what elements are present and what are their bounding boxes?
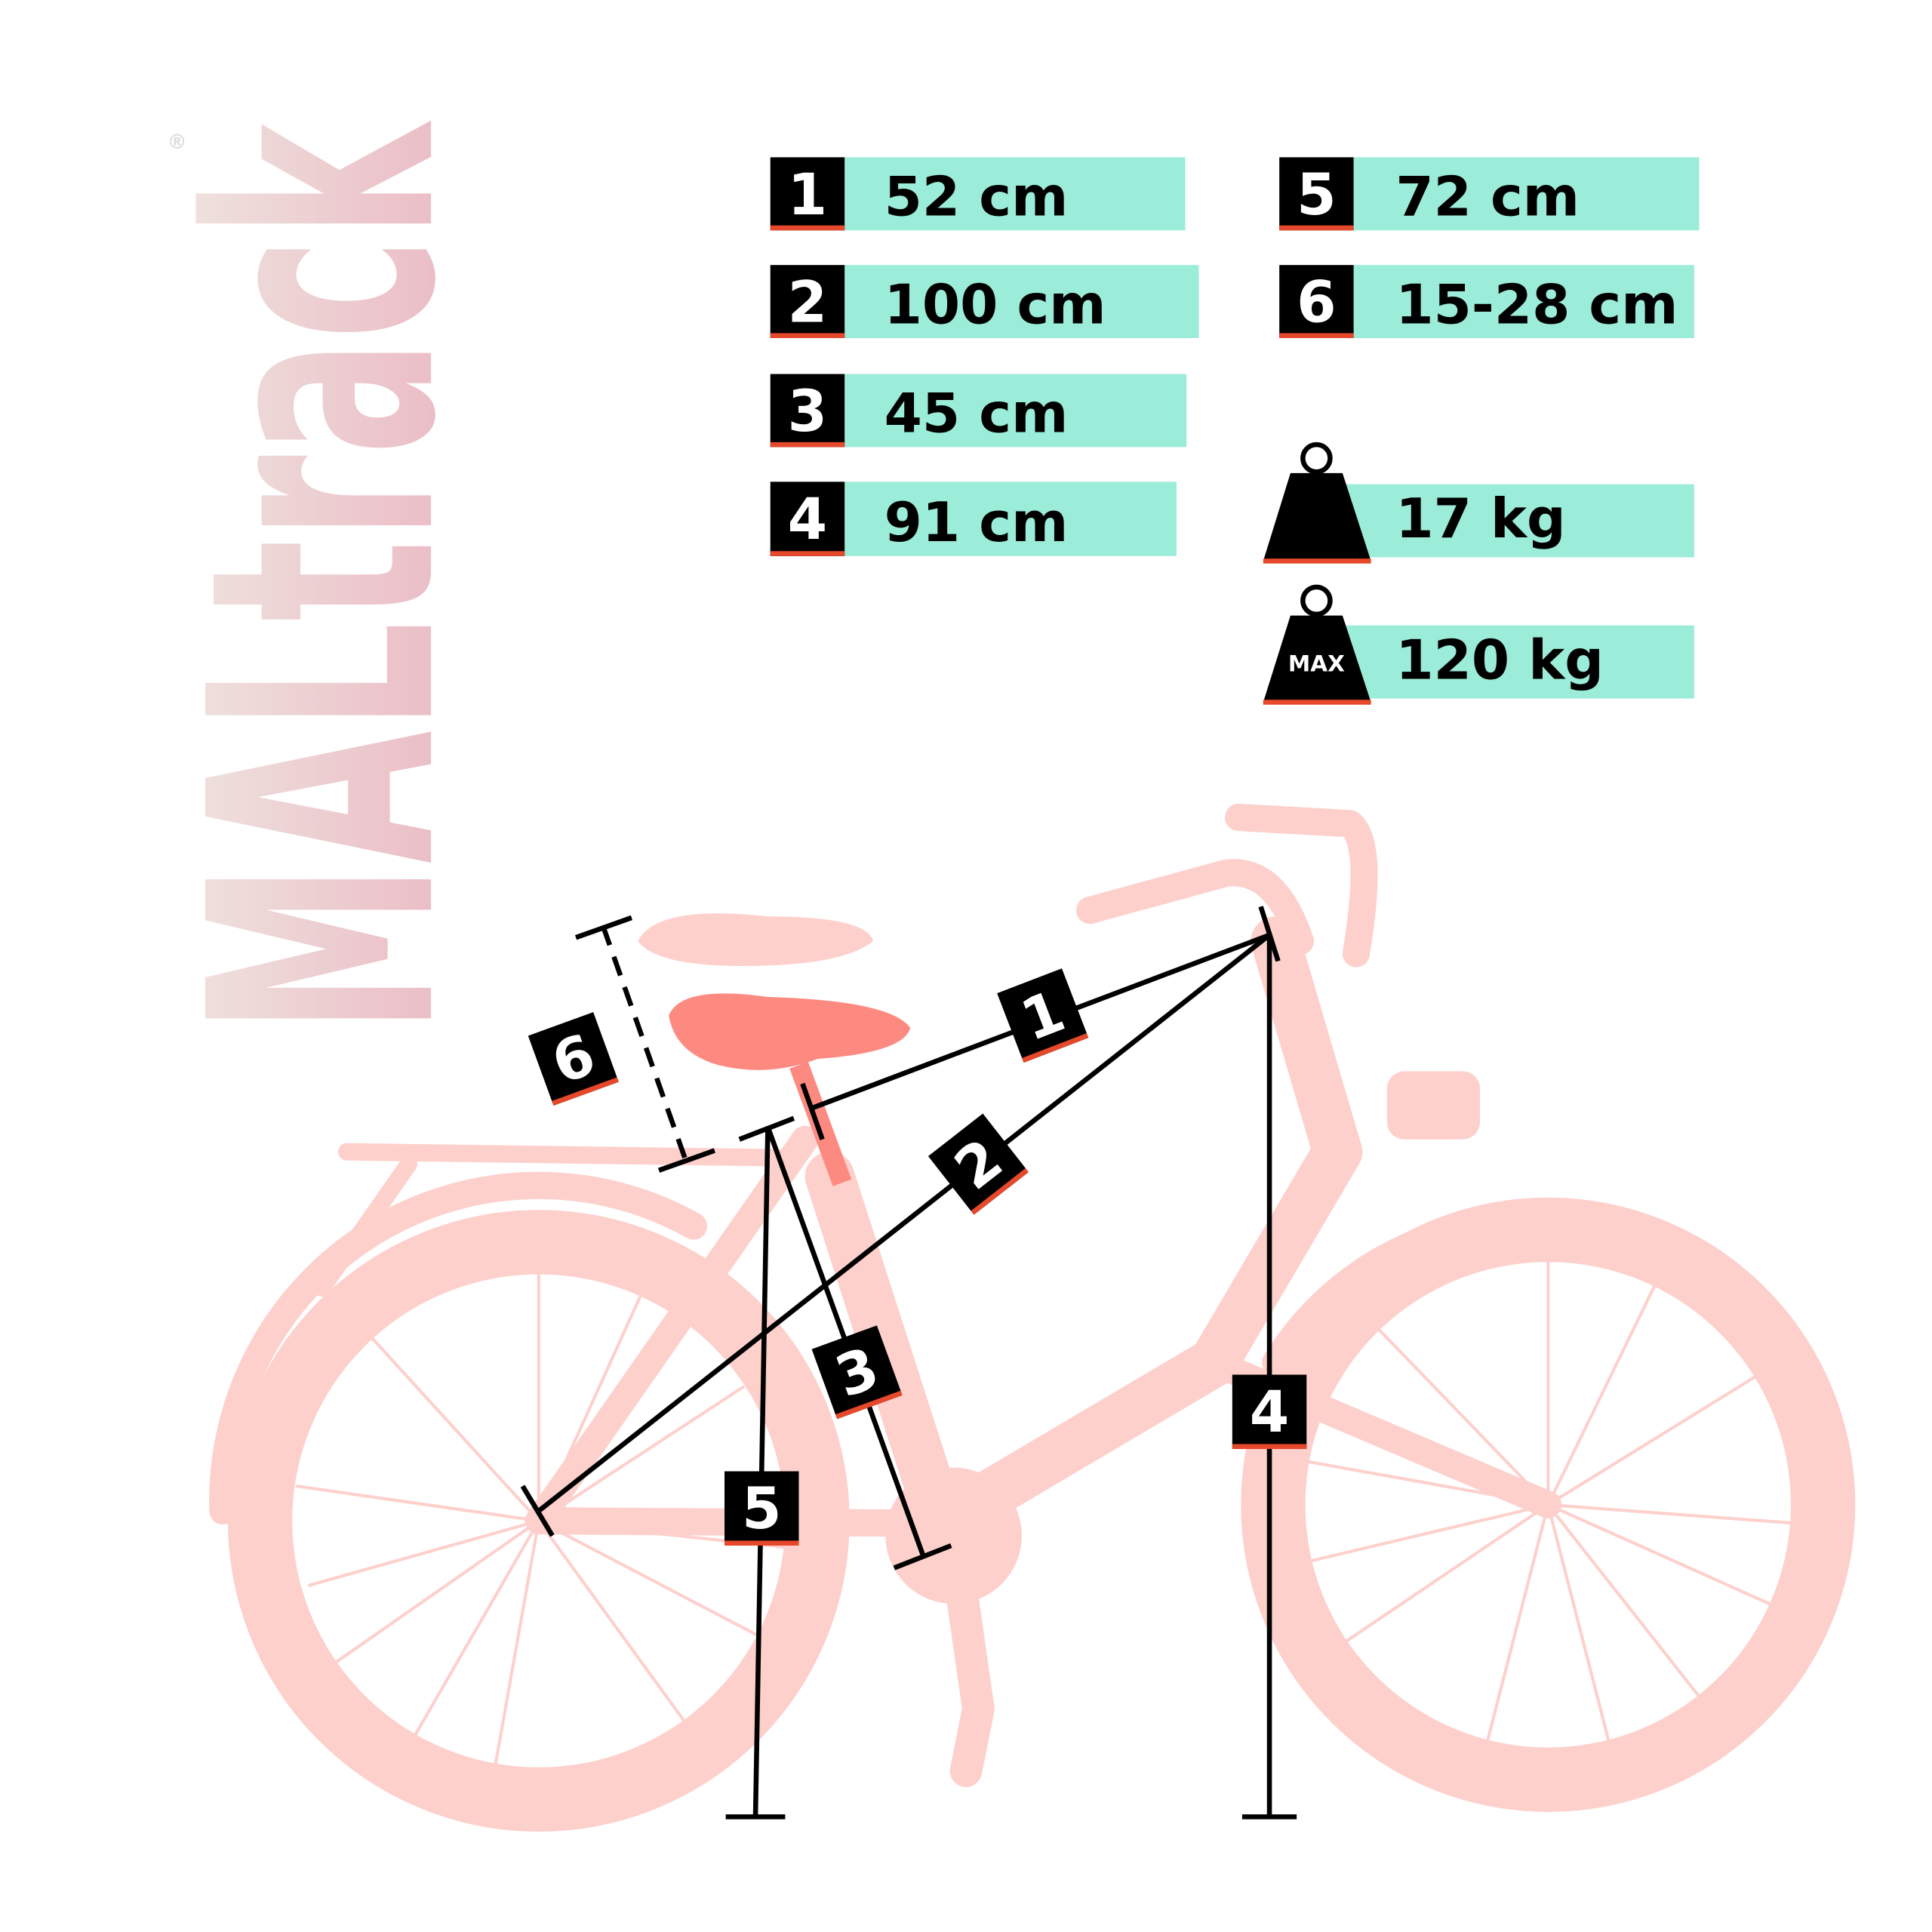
svg-text:2: 2 (788, 269, 828, 336)
rear-fender (209, 1171, 708, 1525)
max-weight-icon: MAX (1263, 584, 1371, 705)
seatpost (789, 1061, 852, 1186)
svg-text:MAX: MAX (1288, 651, 1345, 676)
front-fender (1262, 1207, 1835, 1475)
diagram-tag-4: 4 (1232, 1374, 1307, 1449)
spec-row-2: 2 100 cm (770, 265, 1199, 338)
svg-text:52 cm: 52 cm (884, 166, 1069, 229)
line-6 (601, 925, 688, 1159)
crank-pedal (937, 1519, 995, 1787)
max-load-value: 120 kg (1395, 629, 1604, 692)
handlebar (1076, 804, 1378, 968)
svg-text:15-28 cm: 15-28 cm (1395, 273, 1678, 337)
front-lamp (1386, 1071, 1481, 1140)
diagram-tag-2: 2 (928, 1113, 1029, 1215)
svg-text:4: 4 (788, 486, 828, 552)
line-2 (520, 933, 1272, 1537)
diagram-tag-6: 6 (528, 1012, 619, 1106)
brand-logo: MALtrack ® (143, 120, 504, 1034)
ghost-saddle (638, 913, 873, 966)
spec-row-3: 3 45 cm (770, 374, 1187, 448)
diagram-tag-3: 3 (811, 1325, 903, 1420)
saddle (669, 993, 911, 1070)
svg-text:3: 3 (788, 378, 828, 445)
line-6-ticks (574, 915, 715, 1173)
bike-weight-value: 17 kg (1395, 488, 1565, 551)
weight-icon (1263, 441, 1371, 564)
max-load-row: MAX 120 kg (1263, 584, 1694, 705)
svg-text:91 cm: 91 cm (884, 491, 1069, 555)
svg-text:1: 1 (788, 162, 828, 228)
spec-row-1: 1 52 cm (770, 157, 1186, 231)
bike-weight-row: 17 kg (1263, 441, 1694, 564)
spec-row-4: 4 91 cm (770, 481, 1177, 556)
diagram-tag-5: 5 (724, 1471, 799, 1546)
svg-text:100 cm: 100 cm (884, 273, 1106, 337)
svg-text:5: 5 (742, 1475, 782, 1542)
spokes (295, 1255, 1798, 1767)
svg-text:®: ® (168, 131, 187, 154)
svg-text:4: 4 (1250, 1379, 1290, 1445)
svg-text:6: 6 (1297, 269, 1337, 336)
diagram-tag-1: 1 (997, 968, 1089, 1063)
spec-row-5: 5 72 cm (1279, 157, 1700, 231)
svg-text:72 cm: 72 cm (1395, 166, 1580, 229)
svg-text:45 cm: 45 cm (884, 383, 1069, 446)
spec-row-6: 6 15-28 cm (1279, 265, 1694, 338)
svg-text:5: 5 (1297, 162, 1337, 228)
svg-text:MALtrack: MALtrack (143, 120, 504, 1034)
